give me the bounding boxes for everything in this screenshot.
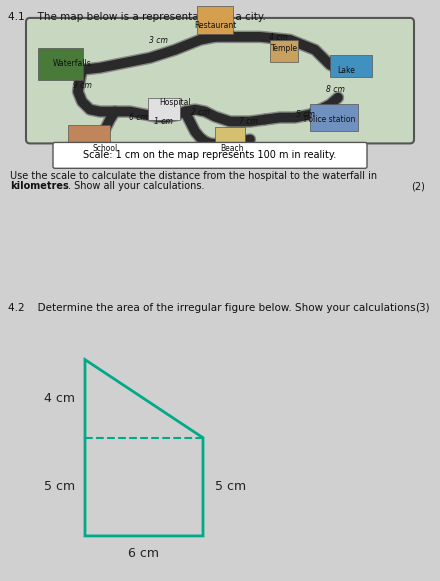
Text: 2 cm: 2 cm <box>191 107 209 117</box>
Bar <box>270 40 298 62</box>
Bar <box>330 55 372 77</box>
Text: Restaurant: Restaurant <box>194 21 236 30</box>
FancyBboxPatch shape <box>53 142 367 168</box>
Bar <box>68 124 110 146</box>
Text: kilometres: kilometres <box>10 181 69 191</box>
Bar <box>197 6 233 34</box>
Text: (3): (3) <box>415 303 430 313</box>
Text: School: School <box>92 145 117 153</box>
Text: Use the scale to calculate the distance from the hospital to the waterfall in: Use the scale to calculate the distance … <box>10 171 377 181</box>
Text: Temple: Temple <box>271 44 299 53</box>
Bar <box>38 48 83 80</box>
Text: Lake: Lake <box>337 66 355 75</box>
Text: . Show all your calculations.: . Show all your calculations. <box>68 181 205 191</box>
Text: Hospital: Hospital <box>159 98 191 106</box>
Text: 5 cm: 5 cm <box>216 480 246 493</box>
Text: Beach: Beach <box>220 145 244 153</box>
Text: 3 cm: 3 cm <box>149 36 168 45</box>
Text: 6 cm: 6 cm <box>128 113 147 121</box>
Bar <box>148 98 180 120</box>
Text: 4 cm: 4 cm <box>44 392 76 405</box>
Bar <box>310 103 358 131</box>
FancyBboxPatch shape <box>26 18 414 144</box>
Text: 1 cm: 1 cm <box>154 117 172 127</box>
Text: 4.1    The map below is a representation of a city.: 4.1 The map below is a representation of… <box>8 12 266 22</box>
Text: 4 cm: 4 cm <box>268 33 287 42</box>
Text: Scale: 1 cm on the map represents 100 m in reality.: Scale: 1 cm on the map represents 100 m … <box>83 150 337 160</box>
Text: 5 cm: 5 cm <box>296 110 315 119</box>
Text: (2): (2) <box>411 181 425 191</box>
Text: 6 cm: 6 cm <box>128 547 159 561</box>
Text: 7 cm: 7 cm <box>238 117 257 125</box>
Text: 5 cm: 5 cm <box>44 480 76 493</box>
Text: 9 cm: 9 cm <box>73 81 92 89</box>
Text: 8 cm: 8 cm <box>326 85 345 94</box>
Bar <box>215 127 245 149</box>
Text: Waterfalls: Waterfalls <box>53 59 92 68</box>
Text: 4.2    Determine the area of the irregular figure below. Show your calculations.: 4.2 Determine the area of the irregular … <box>8 303 419 313</box>
Text: Police station: Police station <box>304 114 356 124</box>
